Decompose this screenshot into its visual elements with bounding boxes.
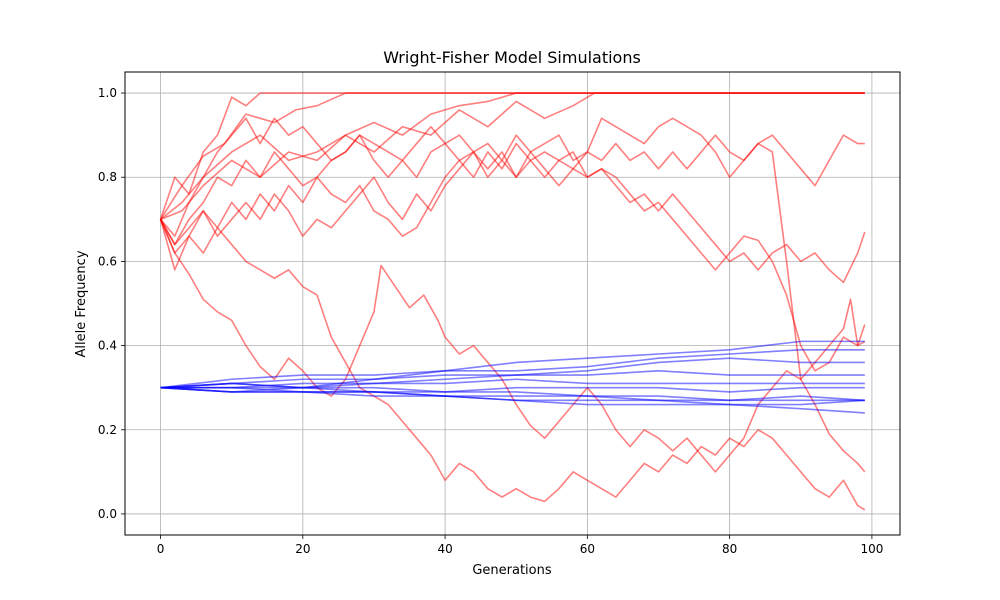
x-tick-label: 100 xyxy=(860,542,883,556)
red-simulation-line-8 xyxy=(159,219,866,511)
x-tick-label: 40 xyxy=(437,542,452,556)
y-tick-label: 0.0 xyxy=(98,507,117,521)
axes-frame xyxy=(124,71,901,536)
series-layer xyxy=(159,92,866,511)
y-tick-label: 0.2 xyxy=(98,423,117,437)
x-tick-label: 80 xyxy=(722,542,737,556)
y-tick-label: 1.0 xyxy=(98,86,117,100)
blue-simulation-line-10 xyxy=(160,382,865,402)
y-tick-label: 0.8 xyxy=(98,170,117,184)
y-tick-label: 0.4 xyxy=(98,339,117,353)
y-tick-label: 0.6 xyxy=(98,254,117,268)
x-tick-label: 60 xyxy=(580,542,595,556)
x-axis-label: Generations xyxy=(472,563,552,578)
red-simulation-line-3 xyxy=(160,92,865,220)
grid xyxy=(125,72,900,535)
blue-simulation-line-4 xyxy=(160,370,865,389)
ticks: 0 20 40 60 80 100 0.0 0.2 0.4 0.6 0.8 1.0 xyxy=(98,86,883,556)
red-simulation-line-7 xyxy=(159,142,866,372)
x-tick-label: 0 xyxy=(157,542,165,556)
x-tick-label: 20 xyxy=(295,542,310,556)
y-axis-label: Allele Frequency xyxy=(74,250,89,357)
plot-area xyxy=(159,92,866,511)
red-simulation-line-10 xyxy=(159,134,866,473)
blue-simulation-line-9 xyxy=(160,386,865,414)
blue-simulation-line-5 xyxy=(160,378,865,389)
red-simulation-line-4 xyxy=(160,92,865,221)
blue-simulation-line-2 xyxy=(160,348,865,389)
blue-simulation-line-6 xyxy=(160,386,865,393)
chart-title: Wright-Fisher Model Simulations xyxy=(383,48,641,67)
